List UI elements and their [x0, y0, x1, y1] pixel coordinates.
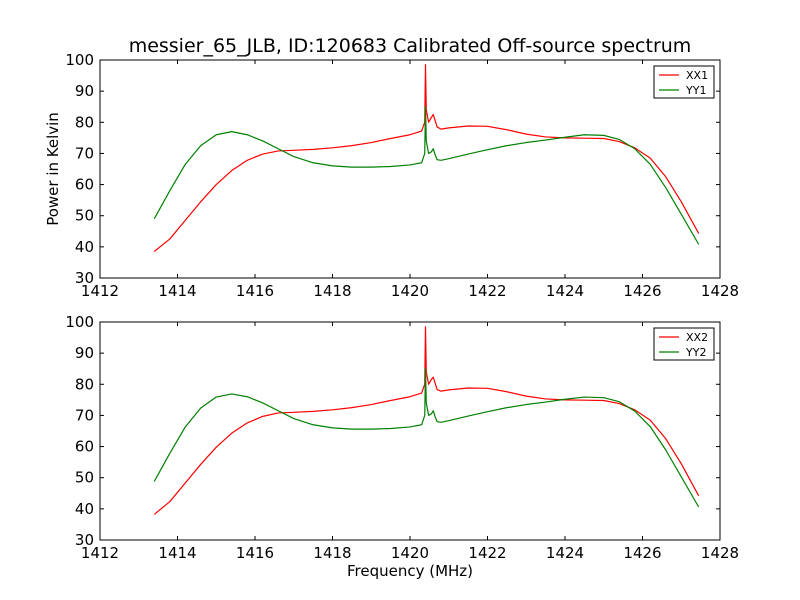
y-tick-label: 40: [75, 500, 94, 518]
top-plot-area: [100, 60, 720, 278]
y-tick-label: 100: [65, 51, 94, 69]
legend-box: [653, 327, 715, 361]
y-tick-label: 60: [75, 438, 94, 456]
x-tick-label: 1420: [391, 544, 429, 562]
series-line-yy1: [153, 106, 700, 245]
legend-box: [653, 65, 715, 99]
legend-label-yy1: YY1: [685, 84, 706, 97]
x-tick-label: 1416: [236, 282, 274, 300]
bottom-axes: 1412 1414 1416 1418 1420 1422 1424 1426 1428 30 40…: [65, 313, 739, 562]
y-tick-label: 90: [75, 344, 94, 362]
y-tick-label: 70: [75, 144, 94, 162]
x-tick-label: 1422: [468, 544, 506, 562]
top-axes: 1412 1414 1416 1418 1420 1422 1424 1426 1428 30 40…: [65, 51, 739, 300]
y-tick-label: 30: [75, 269, 94, 287]
series-line-yy2: [153, 368, 700, 508]
legend-label-xx2: XX2: [686, 331, 708, 344]
y-tick-label: 40: [75, 238, 94, 256]
x-tick-label: 1428: [701, 544, 739, 562]
y-tick-label: 50: [75, 469, 94, 487]
legend-label-yy2: YY2: [685, 346, 706, 359]
x-tick-label: 1414: [158, 282, 196, 300]
figure-title: messier_65_JLB, ID:120683 Calibrated Off…: [129, 35, 692, 57]
y-tick-label: 80: [75, 375, 94, 393]
y-axis-label: Power in Kelvin: [44, 112, 62, 226]
y-tick-label: 90: [75, 82, 94, 100]
y-tick-label: 80: [75, 113, 94, 131]
x-tick-label: 1422: [468, 282, 506, 300]
series-line-xx2: [153, 326, 700, 515]
legend-label-xx1: XX1: [686, 69, 708, 82]
x-tick-label: 1414: [158, 544, 196, 562]
x-tick-label: 1418: [313, 282, 351, 300]
x-tick-label: 1424: [546, 544, 584, 562]
x-tick-label: 1412: [81, 282, 119, 300]
x-axis-label: Frequency (MHz): [347, 562, 473, 580]
x-tick-label: 1426: [623, 282, 661, 300]
x-tick-label: 1420: [391, 282, 429, 300]
x-tick-label: 1426: [623, 544, 661, 562]
x-tick-label: 1428: [701, 282, 739, 300]
y-tick-label: 30: [75, 531, 94, 549]
series-line-xx1: [153, 64, 700, 252]
bottom-plot-area: [100, 322, 720, 540]
y-tick-label: 50: [75, 207, 94, 225]
x-tick-label: 1424: [546, 282, 584, 300]
x-tick-label: 1418: [313, 544, 351, 562]
y-tick-label: 100: [65, 313, 94, 331]
y-tick-label: 60: [75, 176, 94, 194]
y-tick-label: 70: [75, 406, 94, 424]
x-tick-label: 1412: [81, 544, 119, 562]
x-tick-label: 1416: [236, 544, 274, 562]
